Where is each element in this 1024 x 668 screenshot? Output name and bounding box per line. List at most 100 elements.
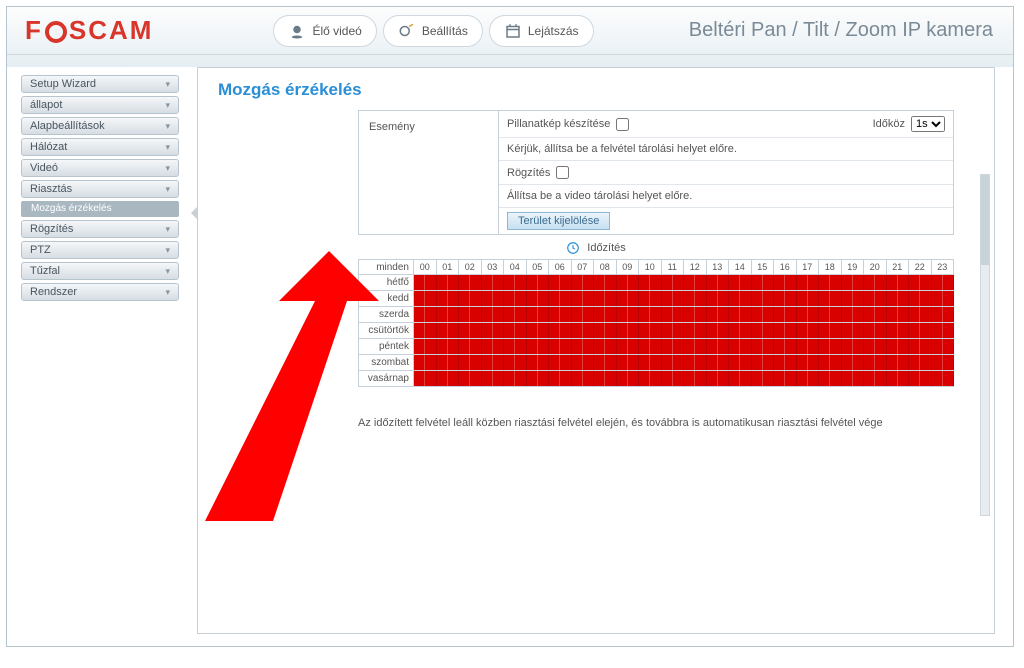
schedule-cell[interactable]	[560, 275, 571, 290]
schedule-cell[interactable]	[650, 291, 661, 306]
schedule-cell[interactable]	[718, 307, 729, 322]
schedule-cell[interactable]	[549, 275, 560, 290]
schedule-cell[interactable]	[887, 355, 898, 370]
schedule-cell[interactable]	[842, 323, 853, 338]
schedule-cell[interactable]	[695, 371, 706, 386]
schedule-cell[interactable]	[605, 291, 616, 306]
schedule-cell[interactable]	[673, 275, 684, 290]
schedule-cell[interactable]	[774, 307, 785, 322]
schedule-cell[interactable]	[493, 323, 504, 338]
schedule-cell[interactable]	[572, 355, 583, 370]
schedule-cell[interactable]	[425, 323, 436, 338]
schedule-cell[interactable]	[752, 371, 763, 386]
schedule-cell[interactable]	[425, 371, 436, 386]
schedule-cell[interactable]	[527, 307, 538, 322]
schedule-cell[interactable]	[504, 371, 515, 386]
schedule-cell[interactable]	[842, 371, 853, 386]
schedule-cell[interactable]	[583, 275, 594, 290]
schedule-cell[interactable]	[864, 371, 875, 386]
schedule-cell[interactable]	[617, 355, 628, 370]
schedule-cell[interactable]	[853, 307, 864, 322]
schedule-cell[interactable]	[785, 307, 796, 322]
schedule-cell[interactable]	[898, 355, 909, 370]
schedule-cell[interactable]	[650, 371, 661, 386]
schedule-cell[interactable]	[819, 291, 830, 306]
schedule-cell[interactable]	[830, 355, 841, 370]
schedule-cell[interactable]	[853, 275, 864, 290]
schedule-cell[interactable]	[875, 291, 886, 306]
schedule-cell[interactable]	[943, 371, 954, 386]
sidebar-item[interactable]: állapot	[21, 96, 179, 114]
grid-rows[interactable]	[414, 275, 954, 387]
schedule-cell[interactable]	[470, 355, 481, 370]
schedule-cell[interactable]	[459, 323, 470, 338]
schedule-cell[interactable]	[684, 307, 695, 322]
schedule-cell[interactable]	[932, 307, 943, 322]
schedule-cell[interactable]	[527, 323, 538, 338]
schedule-cell[interactable]	[684, 275, 695, 290]
schedule-cell[interactable]	[515, 323, 526, 338]
schedule-cell[interactable]	[459, 371, 470, 386]
schedule-cell[interactable]	[572, 291, 583, 306]
schedule-cell[interactable]	[853, 291, 864, 306]
schedule-cell[interactable]	[594, 355, 605, 370]
schedule-cell[interactable]	[538, 275, 549, 290]
schedule-cell[interactable]	[875, 339, 886, 354]
schedule-cell[interactable]	[920, 371, 931, 386]
schedule-cell[interactable]	[448, 339, 459, 354]
scrollbar-track[interactable]	[980, 174, 990, 516]
hour-header-cell[interactable]: 04	[504, 260, 527, 275]
schedule-cell[interactable]	[583, 307, 594, 322]
hour-header-cell[interactable]: 14	[729, 260, 752, 275]
hour-header-cell[interactable]: 20	[864, 260, 887, 275]
schedule-cell[interactable]	[459, 355, 470, 370]
schedule-cell[interactable]	[583, 323, 594, 338]
hour-header-cell[interactable]: 00	[414, 260, 437, 275]
schedule-cell[interactable]	[830, 323, 841, 338]
schedule-cell[interactable]	[909, 371, 920, 386]
schedule-cell[interactable]	[482, 307, 493, 322]
schedule-cell[interactable]	[718, 371, 729, 386]
schedule-cell[interactable]	[797, 339, 808, 354]
schedule-cell[interactable]	[414, 275, 425, 290]
schedule-cell[interactable]	[943, 355, 954, 370]
schedule-cell[interactable]	[842, 339, 853, 354]
schedule-cell[interactable]	[909, 291, 920, 306]
schedule-cell[interactable]	[605, 355, 616, 370]
area-select-button[interactable]: Terület kijelölése	[507, 212, 610, 230]
schedule-cell[interactable]	[684, 339, 695, 354]
schedule-cell[interactable]	[740, 355, 751, 370]
schedule-cell[interactable]	[493, 307, 504, 322]
schedule-cell[interactable]	[853, 371, 864, 386]
schedule-cell[interactable]	[617, 339, 628, 354]
interval-select[interactable]: 1s	[911, 116, 945, 132]
schedule-cell[interactable]	[920, 307, 931, 322]
schedule-cell[interactable]	[864, 355, 875, 370]
hour-header-cell[interactable]: 05	[527, 260, 550, 275]
schedule-cell[interactable]	[515, 291, 526, 306]
schedule-cell[interactable]	[887, 307, 898, 322]
schedule-cell[interactable]	[740, 275, 751, 290]
schedule-cell[interactable]	[887, 371, 898, 386]
schedule-cell[interactable]	[920, 323, 931, 338]
schedule-cell[interactable]	[785, 291, 796, 306]
schedule-cell[interactable]	[448, 371, 459, 386]
schedule-cell[interactable]	[572, 323, 583, 338]
schedule-cell[interactable]	[695, 275, 706, 290]
schedule-cell[interactable]	[605, 371, 616, 386]
sidebar-item[interactable]: Riasztás	[21, 180, 179, 198]
record-checkbox[interactable]	[556, 166, 569, 179]
tab-playback[interactable]: Lejátszás	[489, 15, 594, 47]
schedule-cell[interactable]	[482, 323, 493, 338]
schedule-cell[interactable]	[932, 291, 943, 306]
schedule-cell[interactable]	[617, 307, 628, 322]
schedule-cell[interactable]	[504, 355, 515, 370]
day-label[interactable]: csütörtök	[358, 323, 413, 339]
schedule-cell[interactable]	[437, 371, 448, 386]
schedule-cell[interactable]	[493, 291, 504, 306]
schedule-cell[interactable]	[752, 291, 763, 306]
schedule-cell[interactable]	[448, 291, 459, 306]
sidebar-item[interactable]: Hálózat	[21, 138, 179, 156]
sidebar-sub-active[interactable]: Mozgás érzékelés	[21, 201, 179, 217]
schedule-cell[interactable]	[853, 339, 864, 354]
